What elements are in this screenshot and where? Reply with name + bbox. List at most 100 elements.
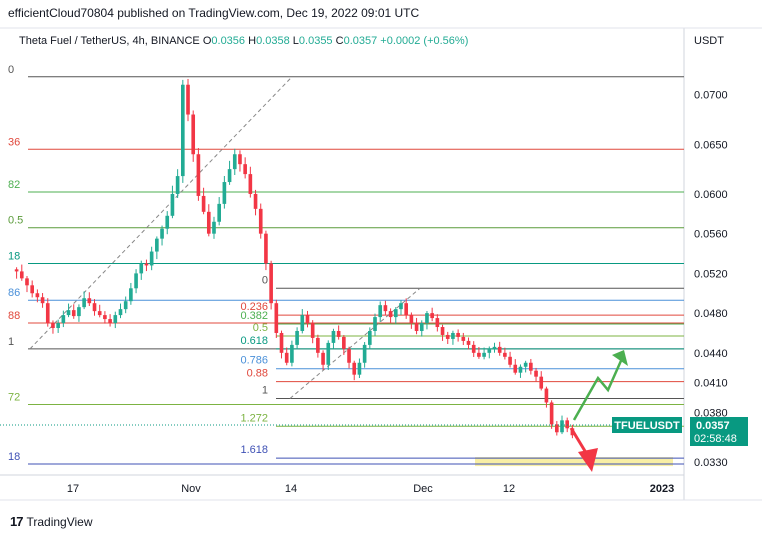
- low-value: 0.0355: [298, 35, 333, 47]
- candle-body: [227, 169, 232, 183]
- candle-body: [378, 305, 383, 318]
- candle-body: [103, 315, 107, 320]
- candle-body: [206, 211, 211, 234]
- candle-body: [165, 215, 170, 229]
- candle-body: [549, 402, 554, 425]
- candle-body: [419, 323, 424, 331]
- candle-body: [352, 362, 357, 375]
- candle-body: [129, 288, 133, 302]
- projection-up-arrow: [572, 353, 626, 421]
- brand-name: TradingView: [26, 514, 93, 529]
- candle-body: [92, 303, 97, 312]
- price-tag-countdown: 02:58:48: [694, 433, 737, 445]
- candle-body: [113, 315, 118, 324]
- candle-body: [544, 388, 549, 403]
- change-value: +0.0002 (+0.56%): [380, 35, 469, 47]
- candle-body: [409, 315, 414, 324]
- high-value: 0.0358: [256, 35, 290, 47]
- fib-right-level-label: 1: [262, 385, 268, 397]
- symbol-tag-label: TFUELUSDT: [614, 420, 680, 432]
- candle-body: [425, 313, 429, 324]
- time-axis-tick: 14: [285, 483, 297, 495]
- candle-body: [373, 317, 377, 331]
- price-axis-tick: 0.0560: [694, 229, 728, 241]
- candle-body: [430, 313, 434, 319]
- price-tag-box: [690, 417, 748, 446]
- candle-body: [222, 182, 227, 204]
- candle-body: [295, 330, 299, 345]
- candle-body: [264, 233, 268, 264]
- price-axis-tick: 0.0650: [694, 139, 728, 151]
- fib-right-level-label: 0.88: [247, 368, 268, 380]
- candle-body: [393, 309, 398, 318]
- candle-body: [191, 114, 196, 155]
- candle-body: [529, 362, 533, 371]
- candle-body: [316, 337, 320, 353]
- target-zone: [475, 457, 673, 467]
- time-axis-tick: Dec: [413, 483, 433, 495]
- candle-body: [25, 278, 29, 286]
- candle-body: [56, 323, 60, 329]
- candle-body: [414, 323, 419, 331]
- up-arrowhead-icon: [612, 350, 628, 366]
- candle-body: [19, 271, 24, 279]
- time-axis-tick: 2023: [650, 483, 674, 495]
- candle-body: [508, 356, 512, 365]
- candle-body: [139, 263, 144, 274]
- fib-trend-line-right: [289, 287, 421, 399]
- candle-body: [284, 352, 289, 363]
- candle-body: [445, 334, 450, 339]
- candle-body: [35, 293, 40, 298]
- candle-body: [108, 319, 112, 324]
- candle-body: [253, 193, 258, 209]
- candle-body: [503, 352, 507, 357]
- candle-body: [118, 309, 123, 316]
- candle-body: [555, 424, 559, 433]
- fib-right-level-label: 0.5: [253, 322, 268, 334]
- price-axis-tick: 0.0380: [694, 407, 728, 419]
- candle-body: [565, 420, 570, 429]
- fib-left-level-label: 1: [8, 336, 14, 348]
- candle-body: [326, 342, 331, 365]
- fib-right-level-label: 1.272: [240, 412, 268, 424]
- candle-body: [497, 346, 502, 353]
- fib-left-level-label: 72: [8, 391, 20, 403]
- candle-body: [482, 352, 486, 357]
- fib-left-level-label: 18: [8, 451, 20, 463]
- candle-body: [451, 332, 455, 339]
- candle-body: [186, 84, 190, 115]
- price-axis-tick: 0.0520: [694, 268, 728, 280]
- candle-body: [196, 154, 201, 196]
- candle-body: [560, 420, 564, 433]
- price-axis-tick: 0.0700: [694, 90, 728, 102]
- candle-body: [274, 303, 279, 333]
- candle-body: [368, 330, 372, 345]
- fib-right-level-label: 0.236: [240, 301, 268, 313]
- candle-body: [66, 310, 71, 316]
- candle-body: [82, 298, 86, 308]
- footer-brand[interactable]: 17 TradingView: [10, 514, 93, 529]
- candle-body: [404, 303, 408, 316]
- fib-right-level-label: 0: [262, 274, 268, 286]
- candle-body: [201, 195, 206, 212]
- fib-right-level-label: 0.786: [240, 355, 268, 367]
- candle-body: [170, 193, 175, 216]
- candle-body: [290, 344, 294, 363]
- candle-body: [466, 340, 471, 345]
- candle-body: [471, 344, 476, 353]
- time-axis-tick: 17: [67, 483, 79, 495]
- candle-body: [45, 303, 50, 324]
- candle-body: [513, 364, 518, 373]
- candle-body: [456, 332, 460, 337]
- candle-body: [310, 323, 315, 338]
- fib-right-level-label: 0.618: [240, 335, 268, 347]
- candle-body: [321, 352, 325, 365]
- candle-body: [175, 176, 180, 194]
- price-axis-tick: 0.0410: [694, 378, 728, 390]
- axis-unit: USDT: [694, 35, 724, 47]
- symbol-legend[interactable]: Theta Fuel / TetherUS, 4h, BINANCE O0.03…: [19, 35, 469, 47]
- candle-body: [487, 348, 492, 353]
- fib-left-level-label: 0.5: [8, 215, 23, 227]
- time-axis-tick: Nov: [181, 483, 201, 495]
